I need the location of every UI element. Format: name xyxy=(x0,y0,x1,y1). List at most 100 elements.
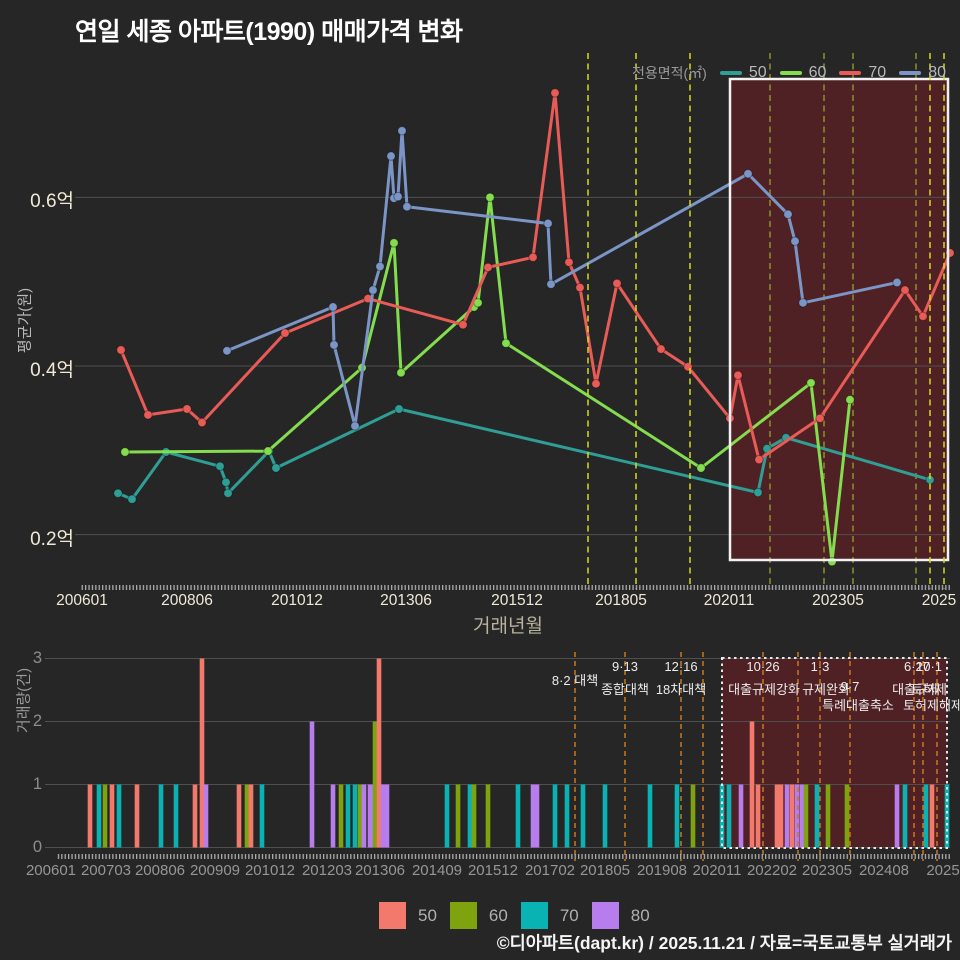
volume-bar xyxy=(467,784,473,848)
volume-bar xyxy=(134,784,140,848)
series-60-point xyxy=(827,556,837,567)
legend-item-label: 70 xyxy=(868,64,887,81)
legend-item-label: 70 xyxy=(559,905,579,925)
x-tick-label: 201306 xyxy=(380,592,432,609)
x-tick-label: 201908 xyxy=(636,862,688,879)
bar-legend-item-70: 70 xyxy=(520,902,579,929)
x-tick-label: 201512 xyxy=(491,592,543,609)
volume-bar xyxy=(803,784,809,848)
x-tick-label: 201702 xyxy=(524,862,576,879)
policy-annotation: 토허제 xyxy=(911,682,947,697)
series-60-point xyxy=(485,192,495,203)
volume-bar xyxy=(778,784,784,848)
series-80-point xyxy=(892,277,902,288)
volume-bar xyxy=(259,784,265,848)
volume-bar xyxy=(87,784,93,848)
highlight-box-border xyxy=(721,657,948,849)
series-70-point xyxy=(815,413,825,423)
footer-credit: ©디아파트(dapt.kr) / 2025.11.21 / 자료=국토교통부 실… xyxy=(496,933,952,953)
legend-item-label: 80 xyxy=(928,64,946,81)
volume-bar xyxy=(794,784,800,848)
x-tick-label: 200806 xyxy=(134,862,186,879)
series-70-point xyxy=(182,404,192,414)
y-tick-label: 1 xyxy=(32,774,42,793)
volume-bar xyxy=(923,784,929,848)
highlight-box-border xyxy=(728,77,950,562)
series-70-point xyxy=(197,417,207,428)
series-50-point xyxy=(223,488,233,498)
x-tick-label: 200909 xyxy=(189,862,241,879)
volume-bar xyxy=(738,784,744,848)
volume-bar xyxy=(726,784,732,848)
bar-legend-item-60: 60 xyxy=(449,902,508,929)
x-tick-label: 202305 xyxy=(801,862,853,879)
series-70-point xyxy=(900,285,910,295)
policy-annotation: 18차대책 xyxy=(655,682,707,697)
series-70-point xyxy=(612,278,622,289)
series-70-point xyxy=(656,344,666,354)
series-80-point xyxy=(546,279,556,289)
series-50-point xyxy=(394,404,404,414)
series-80-point xyxy=(350,421,360,431)
volume-bar xyxy=(380,784,386,848)
x-tick-label: 200601 xyxy=(25,862,77,879)
page-title: 연일 세종 아파트(1990) 매매가격 변화 xyxy=(75,18,463,46)
series-70-point xyxy=(528,252,538,262)
series-60-point xyxy=(263,446,273,456)
volume-bar xyxy=(203,784,209,848)
volume-bar xyxy=(530,784,536,848)
y-tick-label: 0.2억 xyxy=(30,528,74,550)
volume-bar xyxy=(192,784,198,848)
series-80-point xyxy=(743,169,753,179)
legend-swatch-icon xyxy=(591,902,619,929)
policy-annotation: 10·26 xyxy=(746,659,780,674)
series-60-point xyxy=(389,238,399,248)
axis-ticks xyxy=(80,585,950,590)
x-tick-label: 201512 xyxy=(467,862,519,879)
series-70-point xyxy=(458,320,468,330)
series-80-point xyxy=(329,340,339,350)
y-tick-label: 0 xyxy=(32,837,42,856)
volume-bar xyxy=(330,784,336,848)
series-70-point xyxy=(550,88,560,98)
bar-legend-item-50: 50 xyxy=(379,902,437,929)
line-legend: 전용면적(㎡) 50 60 70 80 xyxy=(632,63,946,83)
x-tick-label: 201306 xyxy=(354,862,406,879)
highlight-box-fill xyxy=(730,79,948,560)
series-80-point xyxy=(222,346,232,356)
series-50-point xyxy=(113,488,123,498)
x-tick-label: 2025 xyxy=(926,862,960,879)
series-70-point xyxy=(280,328,290,338)
x-axis-title: 거래년월 xyxy=(473,616,543,637)
legend-dash-icon xyxy=(899,71,922,75)
series-70-point xyxy=(564,257,574,267)
legend-item-label: 50 xyxy=(418,905,437,925)
volume-bar xyxy=(485,784,491,848)
volume-bar xyxy=(248,784,254,848)
volume-bar xyxy=(471,784,477,848)
policy-annotation: 12·16 xyxy=(664,659,698,674)
volume-bar xyxy=(116,784,122,848)
volume-bar xyxy=(236,784,242,848)
policy-annotation: 1·3 xyxy=(810,659,830,674)
y-tick-label: 0.6억 xyxy=(30,191,74,213)
volume-bar xyxy=(647,784,653,848)
volume-bar xyxy=(894,784,900,848)
volume-bar xyxy=(902,784,908,848)
volume-bar xyxy=(244,784,250,848)
series-80-point xyxy=(375,261,385,272)
volume-bar xyxy=(774,784,780,848)
series-70-point xyxy=(733,370,743,380)
volume-bar xyxy=(309,721,315,848)
series-80-point xyxy=(393,191,403,202)
volume-bar xyxy=(357,784,363,848)
series-70-point xyxy=(754,454,764,465)
volume-bar xyxy=(749,721,755,848)
volume-bar xyxy=(109,784,115,848)
policy-annotation: 9·13 xyxy=(611,659,639,674)
series-60-point xyxy=(845,395,855,405)
x-tick-label: 201805 xyxy=(595,592,647,609)
volume-bar xyxy=(825,784,831,848)
